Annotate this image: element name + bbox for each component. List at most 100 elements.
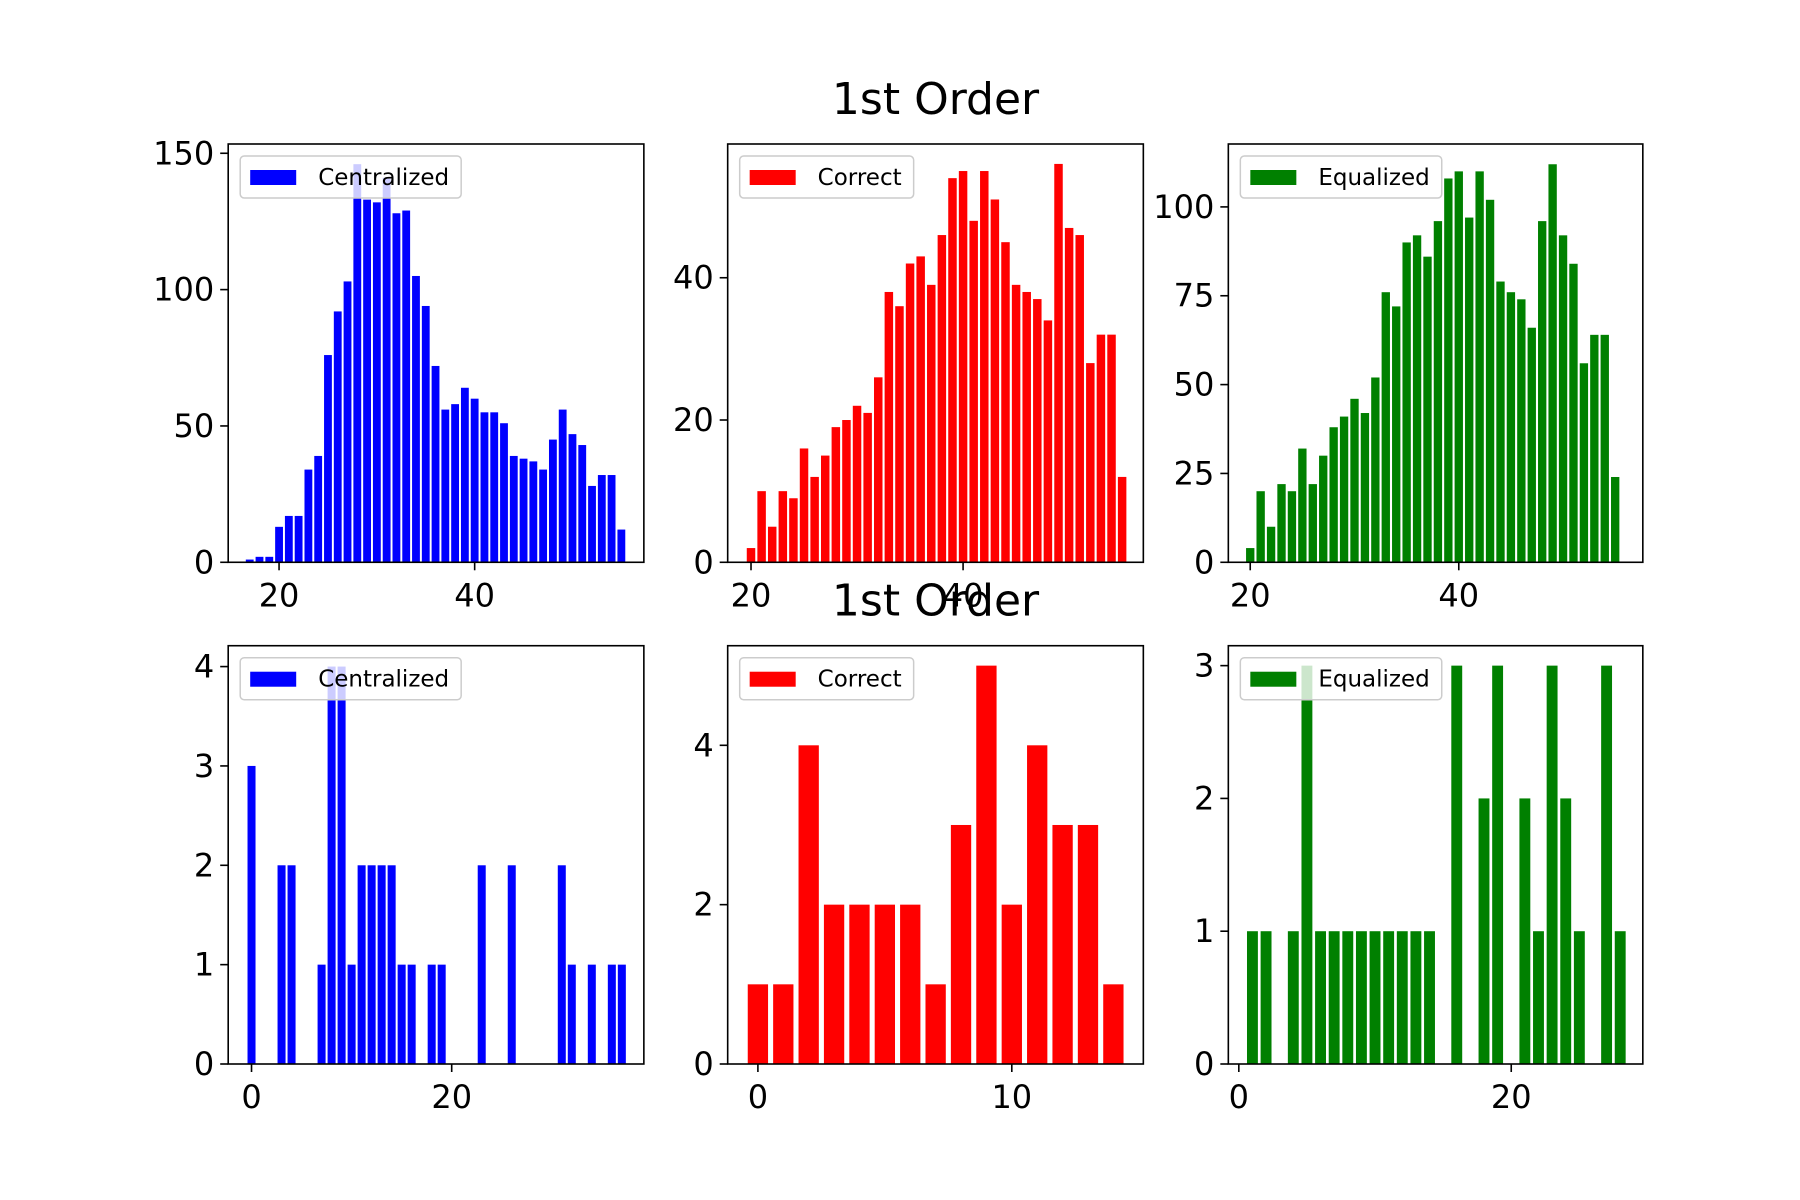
bar [519, 458, 528, 563]
x-tick-label: 20 [1230, 576, 1271, 614]
legend-label: Equalized [1318, 667, 1429, 693]
bar [367, 865, 376, 1064]
bar [1371, 377, 1380, 563]
bar [1022, 291, 1031, 563]
bar [950, 824, 972, 1064]
bar [1444, 178, 1453, 563]
x-tick-label: 40 [1438, 576, 1479, 614]
chart-title: 1st Order [832, 576, 1040, 627]
bar [757, 491, 766, 563]
bar [1287, 491, 1297, 563]
bar [387, 865, 396, 1064]
bar [1266, 526, 1276, 563]
x-tick-label: 40 [943, 576, 984, 614]
axes-frame [726, 644, 1145, 1065]
bar [412, 275, 420, 563]
bar [333, 311, 342, 563]
bar [1590, 334, 1599, 563]
y-tick-label: 25 [1174, 454, 1215, 492]
bar [587, 964, 596, 1064]
x-tick-label: 0 [1229, 1078, 1249, 1116]
bar [1075, 235, 1084, 563]
bar [1033, 299, 1042, 563]
bar [1256, 491, 1265, 563]
bar [1560, 798, 1572, 1064]
x-tick-label: 20 [431, 1078, 472, 1116]
legend-box [738, 656, 915, 701]
y-tick-label: 20 [673, 401, 714, 439]
bar [1569, 263, 1578, 563]
bar [558, 409, 567, 563]
bar [1383, 931, 1395, 1064]
axes-frame [227, 644, 645, 1065]
bar [820, 455, 830, 563]
axes-frame [1227, 143, 1644, 564]
bar [900, 904, 921, 1064]
bar [407, 964, 416, 1064]
bar [1086, 363, 1095, 563]
bar [831, 427, 841, 563]
bar [1600, 334, 1609, 563]
bar [1103, 984, 1124, 1064]
legend-label: Centralized [318, 165, 449, 191]
bar [597, 475, 606, 563]
bar [1611, 476, 1620, 563]
bar [431, 365, 440, 563]
subplot: 0 10 0 2 4 1st Order Correct [693, 576, 1145, 1116]
x-tick-label: 20 [1491, 1078, 1532, 1116]
y-tick-label: 50 [173, 407, 214, 445]
bar [382, 177, 391, 563]
bar [1001, 904, 1022, 1064]
bar [377, 865, 386, 1064]
y-tick-label: 0 [1194, 543, 1214, 581]
subplot: 0 20 0 1 2 3 Equalized [1194, 644, 1644, 1116]
bar [925, 984, 946, 1064]
bar [588, 485, 596, 563]
bar [363, 199, 371, 563]
x-tick-label: 20 [731, 576, 772, 614]
y-tick-label: 0 [1194, 1045, 1214, 1083]
bar [1355, 931, 1367, 1064]
y-tick-label: 4 [194, 648, 214, 686]
bar [347, 964, 356, 1064]
bar [255, 556, 264, 563]
y-tick-label: 150 [153, 134, 214, 172]
legend-swatch [250, 170, 297, 185]
bar [1601, 665, 1613, 1064]
legend-box [738, 155, 915, 199]
bar [1308, 484, 1317, 563]
bar [529, 461, 538, 563]
bar [1548, 164, 1557, 563]
bar [1496, 281, 1505, 563]
bar [451, 404, 460, 563]
bar [874, 377, 883, 563]
bar [1052, 824, 1073, 1064]
legend-label: Equalized [1318, 165, 1429, 191]
bar [990, 199, 1000, 563]
bar [578, 445, 587, 563]
bar [905, 263, 915, 563]
bar [1465, 217, 1474, 563]
bar [948, 178, 957, 563]
bar [1287, 931, 1299, 1064]
legend-swatch [749, 671, 796, 687]
bar [284, 515, 293, 563]
bar [1546, 665, 1558, 1064]
bar [480, 412, 489, 563]
bar [1369, 931, 1381, 1064]
bar [810, 476, 819, 563]
bar [1538, 221, 1547, 563]
bar [617, 964, 626, 1064]
y-tick-label: 100 [153, 271, 214, 309]
legend-swatch [749, 170, 796, 185]
bar [916, 256, 925, 563]
bar [548, 439, 557, 563]
bar [441, 409, 450, 563]
bar [265, 556, 274, 563]
y-tick-label: 0 [693, 1045, 713, 1083]
bar [1315, 931, 1326, 1064]
bar [500, 423, 508, 563]
bar [1246, 548, 1255, 563]
bar [1558, 235, 1568, 563]
